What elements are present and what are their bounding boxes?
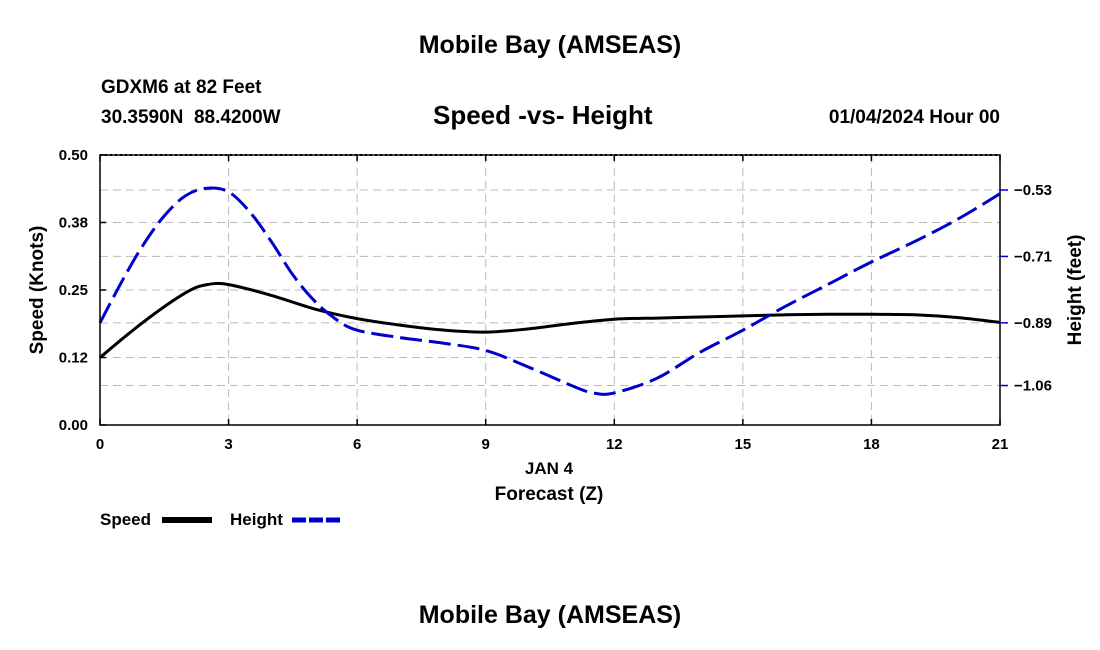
legend-speed-label: Speed	[100, 510, 151, 529]
y-tick-label: 0.00	[59, 417, 88, 434]
main-title: Mobile Bay (AMSEAS)	[418, 31, 682, 59]
y-tick-label: 0.12	[59, 350, 88, 367]
y2-tick-label: −0.53	[1014, 182, 1052, 199]
y2-tick-label: −0.89	[1014, 315, 1052, 332]
y-axis-title: Speed (Knots)	[27, 226, 48, 355]
forecast-datetime: 01/04/2024 Hour 00	[828, 107, 1000, 128]
series-line-height	[98, 186, 1001, 396]
x-tick-label: 3	[224, 436, 232, 453]
x-tick-label: 6	[353, 436, 361, 453]
x-tick-label: 12	[606, 436, 623, 453]
series-line-speed	[99, 281, 1001, 359]
axis-layer: 0 3 6 9 12 15 18 21 0.00 0.12 0.25 0.38 0.50 −1.06 −0.…	[59, 147, 1052, 453]
coordinates-label: 30.3590N 88.4200W	[101, 107, 281, 128]
legend: Speed Height	[100, 510, 342, 529]
x-tick-label: 15	[735, 436, 752, 453]
x-tick-label: 9	[482, 436, 490, 453]
y-tick-label: 0.25	[59, 282, 88, 299]
speed-height-chart: 0 3 6 9 12 15 18 21 0.00 0.12 0.25 0.38 0.50 −1.06 −0.…	[27, 147, 1086, 529]
chart-title: Speed -vs- Height	[433, 100, 653, 130]
legend-height-label: Height	[230, 510, 283, 529]
y-tick-label: 0.38	[59, 215, 88, 232]
x-tick-label: 21	[992, 436, 1009, 453]
footer-title: Mobile Bay (AMSEAS)	[418, 601, 682, 629]
station-label: GDXM6 at 82 Feet	[101, 77, 262, 98]
y2-tick-label: −1.06	[1014, 378, 1052, 395]
x-date-label: JAN 4	[525, 459, 574, 478]
x-tick-label: 0	[96, 436, 104, 453]
x-tick-label: 18	[863, 436, 880, 453]
x-axis-title: Forecast (Z)	[495, 484, 604, 505]
y-tick-label: 0.50	[59, 147, 88, 164]
y2-axis-title: Height (feet)	[1065, 235, 1086, 346]
series-layer	[98, 186, 1001, 396]
y2-tick-label: −0.71	[1014, 248, 1052, 265]
